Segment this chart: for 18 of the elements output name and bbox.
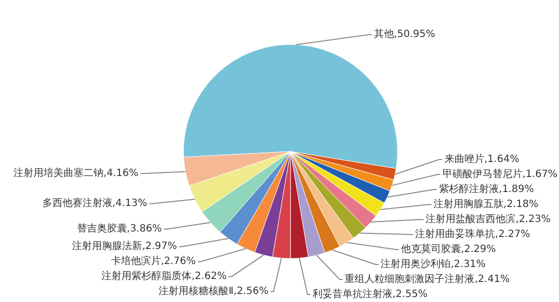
slice-label: 注射用胸腺法新,2.97% (72, 240, 178, 252)
slice-label: 注射用培美曲塞二钠,4.16% (13, 167, 138, 180)
slice-label: 注射用盐酸吉西他滨,2.23% (426, 213, 551, 225)
slice-label: 来曲唑片,1.64% (444, 153, 520, 165)
slice-label: 卡培他滨片,2.76% (110, 255, 196, 268)
slice-label: 注射用核糖核酸Ⅱ,2.56% (158, 285, 269, 298)
slice-label: 注射用曲妥珠单抗,2.27% (415, 228, 530, 240)
slice-label: 注射用胸腺五肽,2.18% (433, 198, 538, 210)
slice-label: 他克莫司胶囊,2.29% (400, 243, 496, 255)
slice-label: 注射用紫杉醇脂质体,2.62% (102, 270, 227, 282)
slice-label: 利妥昔单抗注射液,2.55% (312, 288, 428, 300)
slice-label: 替吉奥胶囊,3.86% (76, 222, 162, 235)
slice-label: 其他,50.95% (374, 28, 436, 40)
slice-label: 紫杉醇注射液,1.89% (438, 183, 534, 195)
slice-label: 重组人粒细胞刺激因子注射液,2.41% (344, 273, 510, 285)
slice-label: 甲磺酸伊马替尼片,1.67% (442, 168, 558, 180)
slice-label: 注射用奥沙利铂,2.31% (380, 258, 486, 270)
slice-label: 多西他赛注射液,4.13% (42, 197, 148, 210)
